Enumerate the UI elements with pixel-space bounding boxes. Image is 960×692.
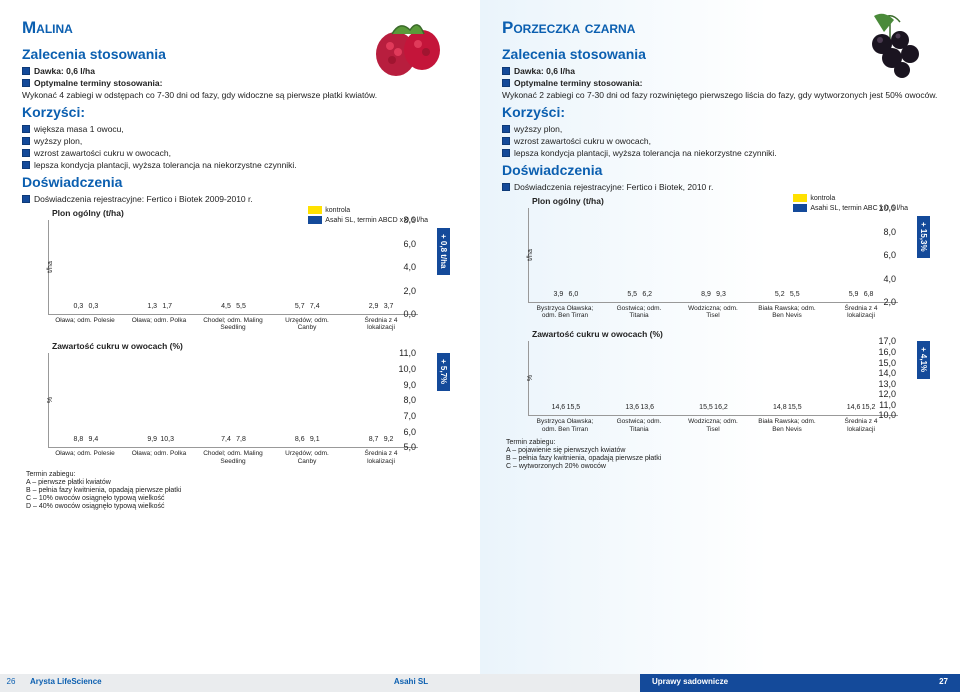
benefit-item: wyższy plon, <box>502 124 938 134</box>
y-tick: 8,0 <box>403 215 416 225</box>
chart1-wrap: Plon ogólny (t/ha) kontrola Asahi SL, te… <box>22 208 458 331</box>
benefit-item: lepsza kondycja plantacji, wyższa tolera… <box>502 148 938 158</box>
x-label: Wodziczna; odm. Tisel <box>683 305 743 319</box>
y-tick: 14,0 <box>878 368 896 378</box>
section-benefits: Korzyści: <box>502 104 938 120</box>
y-tick: 11,0 <box>879 400 896 410</box>
chart1: t/ha 0,30,31,31,74,55,55,77,42,93,7 0,02… <box>48 220 418 315</box>
x-label: Chodel; odm. Maling Seedling <box>203 450 263 464</box>
y-tick: 8,0 <box>883 227 896 237</box>
bullet-square <box>22 195 30 203</box>
x-label: Średnia z 4 lokalizacji <box>831 305 891 319</box>
benefit-item: lepsza kondycja plantacji, wyższa tolera… <box>22 160 458 170</box>
treatment-footnote: Termin zabiegu:A – pierwsze płatki kwiat… <box>26 471 458 511</box>
section-experiments: Doświadczenia <box>22 174 458 190</box>
y-tick: 5,0 <box>403 442 416 452</box>
y-tick: 6,0 <box>883 250 896 260</box>
badge-chart2: + 5,7% <box>437 353 450 390</box>
x-label: Gostwica; odm. Titania <box>609 418 669 432</box>
chart2-title: Zawartość cukru w owocach (%) <box>532 329 938 339</box>
bullet-square <box>502 79 510 87</box>
chart2-title: Zawartość cukru w owocach (%) <box>52 341 458 351</box>
x-label: Średnia z 4 lokalizacji <box>351 450 411 464</box>
x-label: Urzędów; odm. Canby <box>277 450 337 464</box>
section-benefits: Korzyści: <box>22 104 458 120</box>
x-label: Oława; odm. Polesie <box>55 450 115 464</box>
footer-brand: Arysta LifeScience <box>22 674 182 692</box>
chart2: % 14,615,513,613,615,516,214,815,514,615… <box>528 341 898 416</box>
x-label: Bystrzyca Oławska; odm. Ben Tirran <box>535 418 595 432</box>
bullet-square <box>22 125 30 133</box>
blackcurrant-icon <box>840 10 940 92</box>
section-experiments: Doświadczenia <box>502 162 938 178</box>
x-label: Urzędów; odm. Canby <box>277 317 337 331</box>
chart1: t/ha 3,96,05,56,28,99,35,25,55,96,8 2,04… <box>528 208 898 303</box>
benefit-item: wzrost zawartości cukru w owocach, <box>502 136 938 146</box>
y-tick: 16,0 <box>878 347 896 357</box>
y-tick: 12,0 <box>878 389 896 399</box>
y-tick: 4,0 <box>883 274 896 284</box>
x-label: Oława; odm. Polka <box>129 317 189 331</box>
y-tick: 7,0 <box>403 411 416 421</box>
x-label: Oława; odm. Polka <box>129 450 189 464</box>
badge-chart2: + 4,1% <box>917 341 930 378</box>
x-label: Średnia z 4 lokalizacji <box>351 317 411 331</box>
left-page: Malina Zalecenia stosowania Dawka: 0,6 l… <box>0 0 480 692</box>
y-tick: 10,0 <box>878 203 896 213</box>
y-tick: 13,0 <box>878 379 896 389</box>
timing-text: Wykonać 4 zabiegi w odstępach co 7-30 dn… <box>22 90 458 100</box>
y-tick: 17,0 <box>878 336 896 346</box>
footer-category: Uprawy sadownicze27 <box>640 674 960 692</box>
y-tick: 6,0 <box>403 427 416 437</box>
bullet-square <box>22 137 30 145</box>
x-label: Wodziczna; odm. Tisel <box>683 418 743 432</box>
benefit-item: większa masa 1 owocu, <box>22 124 458 134</box>
bullet-square <box>502 67 510 75</box>
right-page: Porzeczka czarna Zalecenia stosowania Da… <box>480 0 960 692</box>
x-label: Oława; odm. Polesie <box>55 317 115 331</box>
badge-chart1: + 0,8 t/ha <box>437 228 450 274</box>
bullet-square <box>22 161 30 169</box>
x-label: Biała Rawska; odm. Ben Nevis <box>757 305 817 319</box>
exp-note: Doświadczenia rejestracyjne: Fertico i B… <box>22 194 458 204</box>
bullet-square <box>502 137 510 145</box>
y-tick: 11,0 <box>399 348 416 358</box>
y-tick: 9,0 <box>403 380 416 390</box>
chart2-wrap: Zawartość cukru w owocach (%) + 5,7% % 8… <box>22 341 458 464</box>
bullet-square <box>22 67 30 75</box>
bullet-square <box>502 149 510 157</box>
y-tick: 4,0 <box>403 262 416 272</box>
badge-chart1: + 15,3% <box>917 216 930 258</box>
y-tick: 0,0 <box>403 309 416 319</box>
x-label: Gostwica; odm. Titania <box>609 305 669 319</box>
page-footer: 26 Arysta LifeScience Asahi SL Uprawy sa… <box>0 674 960 692</box>
y-tick: 2,0 <box>883 297 896 307</box>
chart1-wrap: Plon ogólny (t/ha) kontrola Asahi SL, te… <box>502 196 938 319</box>
y-tick: 10,0 <box>398 364 416 374</box>
two-page-spread: Malina Zalecenia stosowania Dawka: 0,6 l… <box>0 0 960 692</box>
footer-product: Asahi SL <box>182 674 640 692</box>
x-label: Chodel; odm. Maling Seedling <box>203 317 263 331</box>
x-label: Bystrzyca Oławska; odm. Ben Tirran <box>535 305 595 319</box>
bullet-square <box>22 79 30 87</box>
y-tick: 15,0 <box>878 358 896 368</box>
bullet-square <box>502 125 510 133</box>
treatment-footnote: Termin zabiegu:A – pojawienie się pierws… <box>506 439 938 471</box>
raspberry-icon <box>362 10 452 88</box>
legend-swatch-kontrola <box>308 206 322 214</box>
y-tick: 8,0 <box>403 395 416 405</box>
bullet-square <box>502 183 510 191</box>
exp-note: Doświadczenia rejestracyjne: Fertico i B… <box>502 182 938 192</box>
y-tick: 2,0 <box>403 286 416 296</box>
bullet-square <box>22 149 30 157</box>
chart2: % 8,89,49,910,37,47,88,69,18,79,2 5,06,0… <box>48 353 418 448</box>
page-number-left: 26 <box>0 674 22 692</box>
y-tick: 10,0 <box>878 410 896 420</box>
y-tick: 6,0 <box>403 239 416 249</box>
benefit-item: wzrost zawartości cukru w owocach, <box>22 148 458 158</box>
chart2-wrap: Zawartość cukru w owocach (%) + 4,1% % 1… <box>502 329 938 432</box>
legend-swatch-kontrola <box>793 194 807 202</box>
benefit-item: wyższy plon, <box>22 136 458 146</box>
